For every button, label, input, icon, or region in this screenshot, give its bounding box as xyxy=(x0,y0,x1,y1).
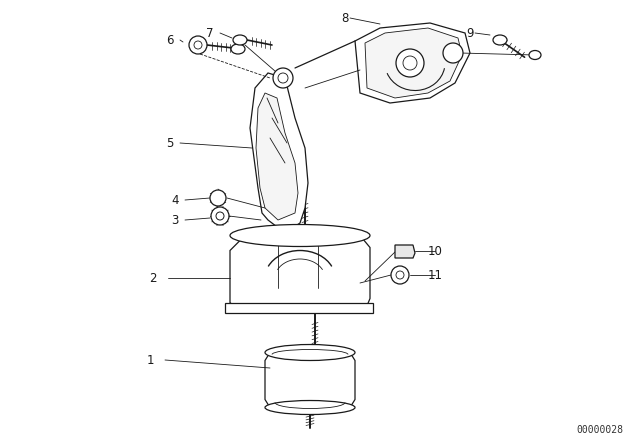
Polygon shape xyxy=(256,93,298,220)
Text: 4: 4 xyxy=(172,194,179,207)
Circle shape xyxy=(194,41,202,49)
Text: 3: 3 xyxy=(172,214,179,227)
Ellipse shape xyxy=(231,44,245,54)
Polygon shape xyxy=(365,28,462,98)
Ellipse shape xyxy=(529,51,541,60)
Polygon shape xyxy=(265,353,355,408)
Polygon shape xyxy=(250,73,308,233)
Text: 11: 11 xyxy=(428,268,442,281)
Text: 1: 1 xyxy=(147,353,154,366)
Polygon shape xyxy=(230,236,370,310)
Text: 7: 7 xyxy=(206,26,214,39)
Text: 5: 5 xyxy=(166,137,173,150)
Text: 10: 10 xyxy=(428,245,442,258)
Text: 8: 8 xyxy=(341,12,349,25)
Text: 2: 2 xyxy=(149,271,157,284)
Circle shape xyxy=(403,56,417,70)
Text: 00000028: 00000028 xyxy=(577,425,623,435)
Ellipse shape xyxy=(493,35,507,45)
Circle shape xyxy=(396,49,424,77)
Circle shape xyxy=(211,207,229,225)
Circle shape xyxy=(210,190,226,206)
Ellipse shape xyxy=(233,35,247,45)
Ellipse shape xyxy=(265,345,355,361)
Circle shape xyxy=(189,36,207,54)
Circle shape xyxy=(443,43,463,63)
Ellipse shape xyxy=(265,401,355,414)
Circle shape xyxy=(216,212,224,220)
Ellipse shape xyxy=(230,224,370,246)
Text: 9: 9 xyxy=(467,26,474,39)
Circle shape xyxy=(278,73,288,83)
Polygon shape xyxy=(395,245,415,258)
Polygon shape xyxy=(355,23,470,103)
Text: 6: 6 xyxy=(166,34,173,47)
Circle shape xyxy=(391,266,409,284)
Circle shape xyxy=(273,68,293,88)
Polygon shape xyxy=(225,302,373,313)
Circle shape xyxy=(396,271,404,279)
